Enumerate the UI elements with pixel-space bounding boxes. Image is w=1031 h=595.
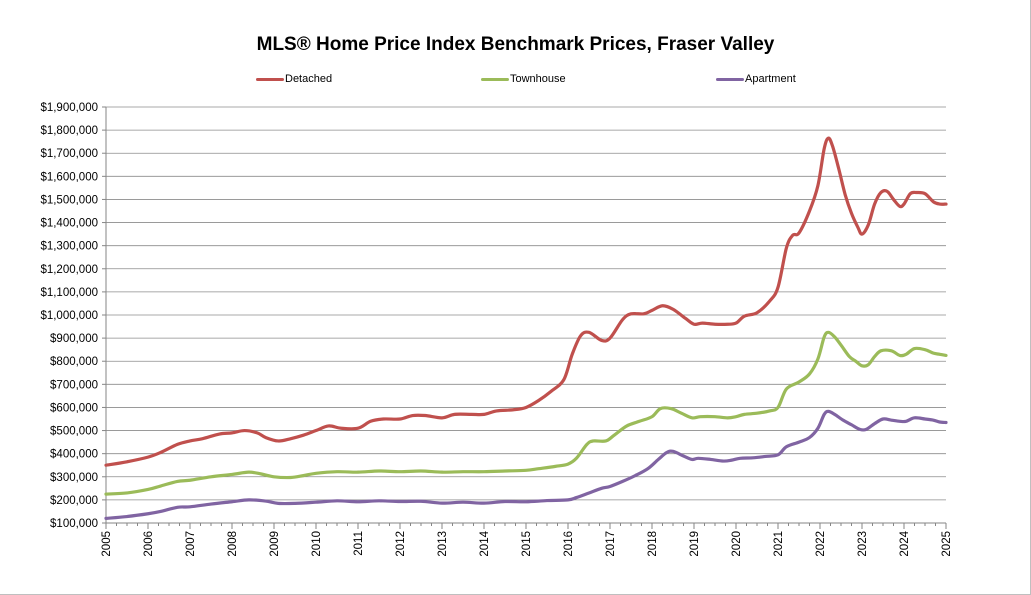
x-tick-label: 2020 (731, 531, 743, 557)
x-tick-label: 2016 (563, 531, 575, 557)
y-tick-label: $1,600,000 (40, 171, 98, 183)
y-tick-label: $900,000 (50, 333, 98, 345)
y-tick-label: $1,200,000 (40, 264, 98, 276)
y-tick-label: $1,400,000 (40, 218, 98, 230)
x-tick-label: 2005 (101, 531, 113, 557)
x-tick-label: 2011 (353, 531, 365, 556)
y-tick-label: $800,000 (50, 356, 98, 368)
y-tick-label: $700,000 (50, 379, 98, 391)
gridlines (106, 106, 946, 524)
legend-item-apartment: Apartment (716, 73, 796, 89)
x-tick-label: 2022 (815, 531, 827, 557)
x-tick-label: 2006 (143, 531, 155, 557)
x-tick-label: 2007 (185, 531, 197, 557)
x-tick-label: 2021 (773, 531, 785, 557)
x-tick-label: 2024 (899, 530, 911, 556)
series-line-detached (104, 136, 948, 467)
x-tick-label: 2017 (605, 531, 617, 557)
y-tick-label: $1,100,000 (40, 287, 98, 299)
x-tick-label: 2015 (521, 531, 533, 557)
y-tick-label: $600,000 (50, 402, 98, 414)
y-tick-label: $1,800,000 (40, 125, 98, 137)
x-tick-label: 2023 (857, 531, 869, 557)
legend-swatch-townhouse (481, 77, 509, 81)
x-tick-label: 2009 (269, 531, 281, 557)
x-tick-label: 2012 (395, 531, 407, 557)
y-tick-label: $1,500,000 (40, 194, 98, 206)
axes: $100,000 $200,000 $300,000 $400,000 $500,000… (40, 102, 953, 557)
y-tick-label: $1,300,000 (40, 241, 98, 253)
y-tick-label: $500,000 (50, 426, 98, 438)
legend-item-detached: Detached (256, 73, 332, 89)
y-tick-label: $400,000 (50, 449, 98, 461)
x-tick-label: 2025 (941, 531, 953, 557)
series-lines (104, 136, 948, 520)
y-tick-label: $100,000 (50, 518, 98, 530)
x-tick-label: 2013 (437, 531, 449, 557)
y-tick-label: $300,000 (50, 472, 98, 484)
y-tick-label: $1,700,000 (40, 148, 98, 160)
y-tick-label: $1,000,000 (40, 310, 98, 322)
series-line-townhouse (104, 330, 948, 496)
legend-label-detached: Detached (285, 73, 333, 86)
x-tick-label: 2019 (689, 531, 701, 557)
legend-label-townhouse: Townhouse (510, 73, 566, 86)
legend-item-townhouse: Townhouse (481, 73, 566, 89)
y-tick-label: $200,000 (50, 495, 98, 507)
x-tick-label: 2014 (479, 530, 491, 556)
legend-label-apartment: Apartment (745, 73, 796, 86)
legend-swatch-detached (256, 77, 284, 81)
x-tick-label: 2010 (311, 531, 323, 557)
chart-title: MLS® Home Price Index Benchmark Prices, … (256, 34, 775, 55)
x-tick-label: 2008 (227, 531, 239, 557)
y-tick-label: $1,900,000 (40, 102, 98, 114)
series-line-apartment (104, 409, 948, 520)
x-tick-label: 2018 (647, 531, 659, 557)
legend-swatch-apartment (716, 77, 744, 81)
